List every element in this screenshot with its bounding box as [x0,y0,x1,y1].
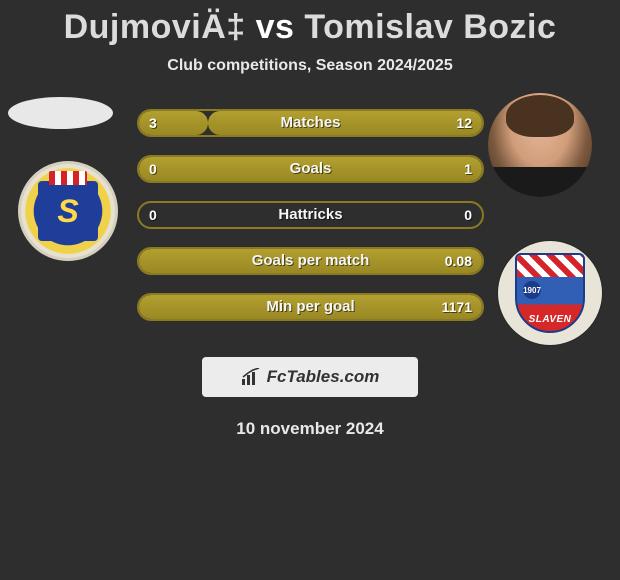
club-right-year: 1907 [523,281,541,299]
stat-label: Goals [139,157,482,181]
player2-avatar [488,93,592,197]
comparison-content: S 1907 SLAVEN 3Matches120Goals10Hattrick… [0,103,620,343]
stat-bar-row: 0Goals1 [137,155,484,183]
player2-name: Tomislav Bozic [304,8,556,46]
stat-right-value: 0 [464,203,472,227]
stat-right-value: 0.08 [445,249,472,273]
vs-text: vs [256,8,295,46]
date-text: 10 november 2024 [0,419,620,439]
player1-avatar [8,97,113,129]
stat-label: Goals per match [139,249,482,273]
stat-bar-row: 0Hattricks0 [137,201,484,229]
stat-bars-container: 3Matches120Goals10Hattricks0Goals per ma… [137,109,484,339]
player2-club-badge: 1907 SLAVEN [498,241,602,345]
stat-label: Min per goal [139,295,482,319]
page-title: DujmoviÄ‡ vs Tomislav Bozic [0,0,620,47]
stat-label: Hattricks [139,203,482,227]
chart-icon [241,368,261,386]
brand-box: FcTables.com [202,357,418,397]
club-left-letter: S [57,193,78,230]
club-right-text: SLAVEN [517,314,583,325]
player1-name: DujmoviÄ‡ [64,8,246,46]
stat-right-value: 1171 [442,295,472,319]
stat-bar-row: 3Matches12 [137,109,484,137]
subtitle: Club competitions, Season 2024/2025 [0,57,620,75]
stat-bar-row: Min per goal1171 [137,293,484,321]
stat-bar-row: Goals per match0.08 [137,247,484,275]
brand-text: FcTables.com [267,367,380,387]
player1-club-badge: S [18,161,118,261]
stat-label: Matches [139,111,482,135]
stat-right-value: 1 [464,157,472,181]
stat-right-value: 12 [456,111,472,135]
